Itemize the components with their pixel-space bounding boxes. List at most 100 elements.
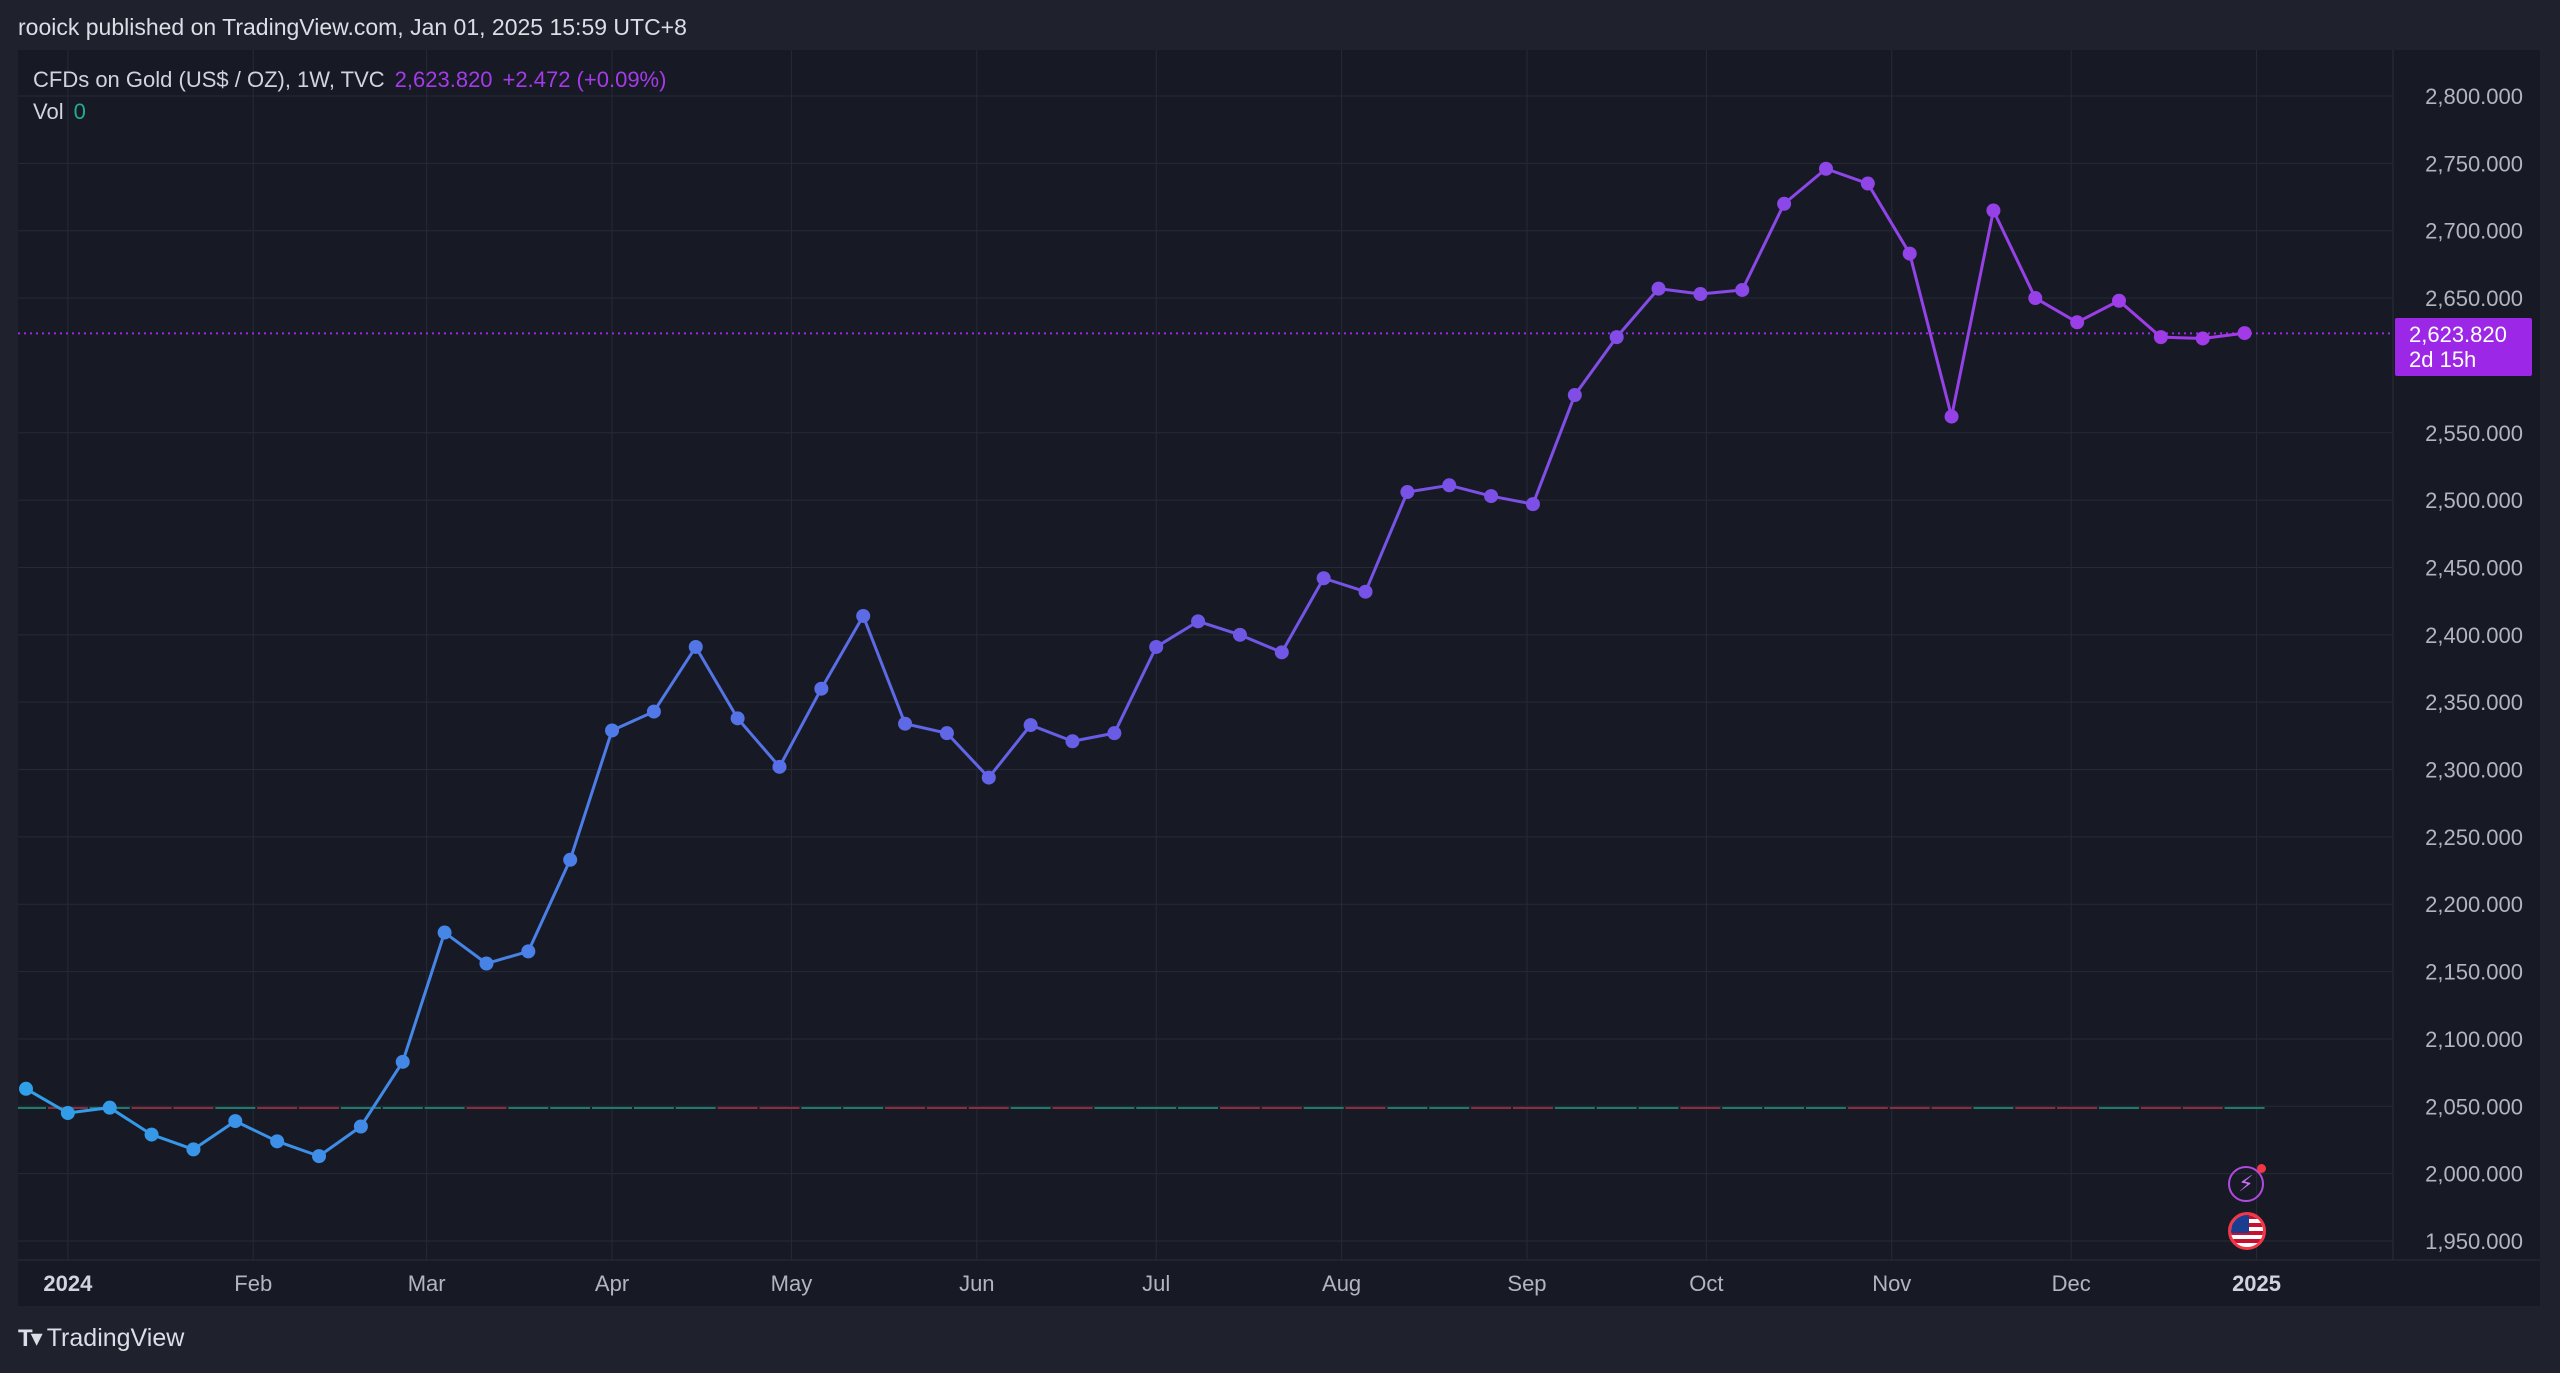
- flash-icon[interactable]: ⚡: [2228, 1164, 2266, 1202]
- data-point[interactable]: [228, 1114, 243, 1129]
- data-point[interactable]: [730, 711, 745, 726]
- x-tick-label: 2024: [43, 1271, 93, 1296]
- data-point[interactable]: [1023, 718, 1038, 733]
- data-point[interactable]: [1191, 614, 1206, 629]
- volume-bar: [1764, 1107, 1805, 1109]
- data-point[interactable]: [395, 1054, 410, 1069]
- data-point[interactable]: [1065, 734, 1080, 749]
- data-point[interactable]: [563, 852, 578, 867]
- y-tick-label: 2,400.000: [2425, 623, 2523, 648]
- volume-bar: [2057, 1107, 2098, 1109]
- data-point[interactable]: [856, 608, 871, 623]
- data-point[interactable]: [1944, 409, 1959, 424]
- data-point[interactable]: [2070, 315, 2085, 330]
- volume-bar: [1094, 1107, 1135, 1109]
- price-chart[interactable]: 2,800.000 2,750.000 2,700.000 2,650.000 2,55…: [18, 50, 2540, 1306]
- data-point[interactable]: [1442, 478, 1457, 493]
- volume-bar: [926, 1107, 967, 1109]
- y-tick-label: 2,050.000: [2425, 1094, 2523, 1119]
- data-point[interactable]: [270, 1134, 285, 1149]
- tradingview-brand: TradingView: [46, 1324, 185, 1352]
- data-point[interactable]: [1316, 571, 1331, 586]
- data-point[interactable]: [353, 1119, 368, 1134]
- y-tick-label: 2,200.000: [2425, 892, 2523, 917]
- x-tick-label: Jun: [959, 1271, 994, 1296]
- data-point[interactable]: [1567, 388, 1582, 403]
- x-tick-label: Dec: [2052, 1271, 2091, 1296]
- data-point[interactable]: [60, 1106, 75, 1121]
- volume-bar: [1680, 1107, 1721, 1109]
- data-point[interactable]: [1693, 287, 1708, 302]
- data-point[interactable]: [2153, 330, 2168, 345]
- data-point[interactable]: [1777, 196, 1792, 211]
- data-point[interactable]: [939, 726, 954, 741]
- data-point[interactable]: [2195, 331, 2210, 346]
- volume-bar: [1512, 1107, 1553, 1109]
- volume-bar: [1303, 1107, 1344, 1109]
- volume-bar: [1596, 1107, 1637, 1109]
- data-point[interactable]: [1735, 282, 1750, 297]
- volume-bar: [257, 1107, 298, 1109]
- volume-bar: [2182, 1107, 2223, 1109]
- data-point[interactable]: [437, 925, 452, 940]
- data-point[interactable]: [1149, 639, 1164, 654]
- legend-volume-row: Vol 0: [33, 96, 666, 128]
- x-tick-label: Feb: [234, 1271, 272, 1296]
- data-point[interactable]: [186, 1142, 201, 1157]
- data-point[interactable]: [981, 770, 996, 785]
- data-point[interactable]: [1525, 497, 1540, 512]
- data-point[interactable]: [1860, 176, 1875, 191]
- data-point[interactable]: [19, 1081, 33, 1096]
- volume-bar: [1931, 1107, 1972, 1109]
- data-point[interactable]: [1986, 203, 2001, 218]
- data-point[interactable]: [1651, 281, 1666, 296]
- data-point[interactable]: [1902, 246, 1917, 261]
- chart-pane[interactable]: 2,800.000 2,750.000 2,700.000 2,650.000 2,55…: [18, 50, 2540, 1306]
- data-point[interactable]: [2237, 326, 2252, 341]
- volume-bar: [2140, 1107, 2181, 1109]
- volume-bar: [1052, 1107, 1093, 1109]
- data-point[interactable]: [898, 716, 913, 731]
- data-point[interactable]: [688, 639, 703, 654]
- data-point[interactable]: [1358, 584, 1373, 599]
- y-tick-label: 2,250.000: [2425, 825, 2523, 850]
- data-point[interactable]: [1818, 161, 1833, 176]
- volume-bar: [215, 1107, 256, 1109]
- volume-bar: [2099, 1107, 2139, 1109]
- y-tick-label: 2,700.000: [2425, 219, 2523, 244]
- data-point[interactable]: [1400, 485, 1415, 500]
- volume-bar: [340, 1107, 381, 1109]
- data-point[interactable]: [1107, 726, 1122, 741]
- y-tick-label: 2,500.000: [2425, 488, 2523, 513]
- us-flag-icon[interactable]: [2228, 1212, 2266, 1250]
- volume-bar: [466, 1107, 507, 1109]
- data-point[interactable]: [646, 704, 661, 719]
- data-point[interactable]: [521, 944, 536, 959]
- volume-bar: [173, 1107, 214, 1109]
- data-point[interactable]: [144, 1127, 159, 1142]
- x-tick-label: Jul: [1142, 1271, 1170, 1296]
- data-point[interactable]: [1274, 645, 1289, 660]
- volume-bar: [1471, 1107, 1512, 1109]
- data-point[interactable]: [814, 681, 829, 696]
- volume-bar: [1554, 1107, 1595, 1109]
- tradingview-logo[interactable]: T▾ TradingView: [18, 1324, 184, 1353]
- data-point[interactable]: [1609, 330, 1624, 345]
- volume-bar: [1722, 1107, 1763, 1109]
- legend-symbol-row: CFDs on Gold (US$ / OZ), 1W, TVC 2,623.82…: [33, 64, 666, 96]
- x-tick-label: Mar: [408, 1271, 446, 1296]
- data-point[interactable]: [312, 1149, 327, 1164]
- volume-bar: [131, 1107, 172, 1109]
- data-point[interactable]: [2112, 293, 2126, 308]
- legend-symbol: CFDs on Gold (US$ / OZ), 1W, TVC: [33, 67, 385, 92]
- y-tick-label: 2,150.000: [2425, 960, 2523, 985]
- volume-bar: [675, 1107, 716, 1109]
- data-point[interactable]: [479, 956, 494, 971]
- data-point[interactable]: [605, 723, 620, 738]
- data-point[interactable]: [1232, 627, 1247, 642]
- data-point[interactable]: [772, 759, 787, 774]
- data-point[interactable]: [1484, 489, 1499, 504]
- data-point[interactable]: [2028, 291, 2043, 306]
- data-point[interactable]: [102, 1100, 117, 1115]
- y-tick-label: 2,800.000: [2425, 84, 2523, 109]
